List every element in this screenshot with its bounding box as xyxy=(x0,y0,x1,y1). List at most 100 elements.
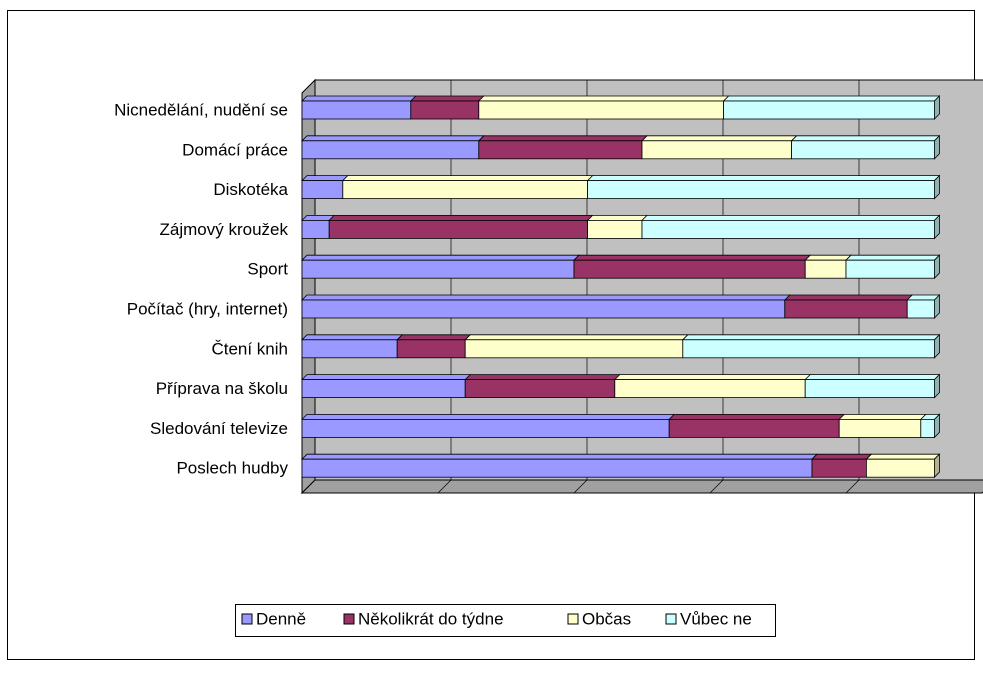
y-tick-label: Sport xyxy=(247,260,288,279)
bar xyxy=(866,458,935,478)
legend-swatch xyxy=(241,613,253,625)
bar xyxy=(342,180,588,200)
bar-top xyxy=(838,413,927,420)
bar-top xyxy=(668,413,846,420)
bar-top xyxy=(301,413,676,420)
bar xyxy=(478,140,643,160)
bar xyxy=(723,100,935,120)
legend-label: Několikrát do týdne xyxy=(358,609,504,628)
bar xyxy=(301,219,330,239)
legend-swatch xyxy=(343,613,355,625)
grid-line xyxy=(845,479,860,494)
bar-top xyxy=(301,214,336,221)
bar-top xyxy=(641,214,941,221)
bar xyxy=(641,140,793,160)
bar-top xyxy=(845,254,941,261)
bar-top xyxy=(477,135,648,142)
bar-top xyxy=(341,175,594,182)
bar-top xyxy=(613,374,812,381)
bar-top xyxy=(573,254,812,261)
bar xyxy=(301,339,398,359)
bar xyxy=(838,418,922,438)
y-tick-label: Sledování televize xyxy=(150,419,288,438)
bar xyxy=(641,219,935,239)
bar xyxy=(804,259,847,279)
bar-top xyxy=(301,254,580,261)
y-tick-label: Domácí práce xyxy=(182,140,288,159)
y-tick-label: Příprava na školu xyxy=(156,379,288,398)
grid-line xyxy=(573,479,588,494)
bar-top xyxy=(865,453,941,460)
y-tick-label: Počítač (hry, internet) xyxy=(127,299,288,318)
bar xyxy=(614,379,806,399)
bar-top xyxy=(301,334,404,341)
bar-top xyxy=(477,95,730,102)
bar-top xyxy=(722,95,941,102)
bar-top xyxy=(301,175,349,182)
bar-top xyxy=(301,95,417,102)
bar xyxy=(587,180,935,200)
bar-top xyxy=(783,294,914,301)
y-tick-label: Nicnedělání, nudění se xyxy=(114,100,288,119)
bar-top xyxy=(464,334,689,341)
legend-swatch xyxy=(665,613,677,625)
legend-label: Denně xyxy=(256,609,306,628)
bar xyxy=(845,259,935,279)
bar-top xyxy=(804,254,852,261)
bar-top xyxy=(586,175,941,182)
bar xyxy=(478,100,724,120)
bar xyxy=(396,339,466,359)
y-tick-label: Diskotéka xyxy=(213,180,288,199)
bar xyxy=(301,140,480,160)
bar-end xyxy=(934,373,940,399)
bar-end xyxy=(934,95,940,120)
bar-end xyxy=(934,134,940,160)
bar-end xyxy=(934,333,940,359)
bar xyxy=(920,418,935,438)
bar-top xyxy=(301,453,818,460)
bar-end xyxy=(934,254,940,280)
bar xyxy=(464,339,684,359)
legend-label: Vůbec ne xyxy=(680,609,752,628)
bar-top xyxy=(301,294,791,301)
bar xyxy=(804,379,935,399)
bar xyxy=(682,339,935,359)
bar-top xyxy=(301,374,472,381)
legend-box xyxy=(235,604,776,637)
legend-swatch xyxy=(567,613,579,625)
bar xyxy=(301,259,575,279)
bar-top xyxy=(464,374,621,381)
bar xyxy=(784,299,908,319)
floor xyxy=(300,479,983,494)
y-tick-label: Poslech hudby xyxy=(176,459,288,478)
grid-line xyxy=(709,479,724,494)
bar-top xyxy=(804,374,941,381)
y-tick-label: Zájmový kroužek xyxy=(160,220,289,239)
bar xyxy=(573,259,806,279)
bar xyxy=(464,379,616,399)
bar-top xyxy=(301,135,485,142)
bar-end xyxy=(934,294,940,319)
bar xyxy=(301,299,786,319)
legend-label: Občas xyxy=(582,609,631,628)
bar xyxy=(301,379,466,399)
bar-end xyxy=(934,413,940,439)
bar-end xyxy=(934,174,940,200)
bar-top xyxy=(586,214,648,221)
bar xyxy=(587,219,643,239)
bar xyxy=(811,458,867,478)
y-tick-label: Čtení knih xyxy=(211,339,288,358)
bar-end xyxy=(934,453,940,479)
grid-line xyxy=(437,479,452,494)
bar-top xyxy=(811,453,873,460)
bar-top xyxy=(328,214,594,221)
bar-top xyxy=(681,334,941,341)
bar-top xyxy=(906,294,941,301)
bar xyxy=(791,140,935,160)
bar-top xyxy=(396,334,472,341)
bar xyxy=(301,418,670,438)
bar xyxy=(301,458,813,478)
bar xyxy=(301,180,344,200)
bar-top xyxy=(641,135,798,142)
